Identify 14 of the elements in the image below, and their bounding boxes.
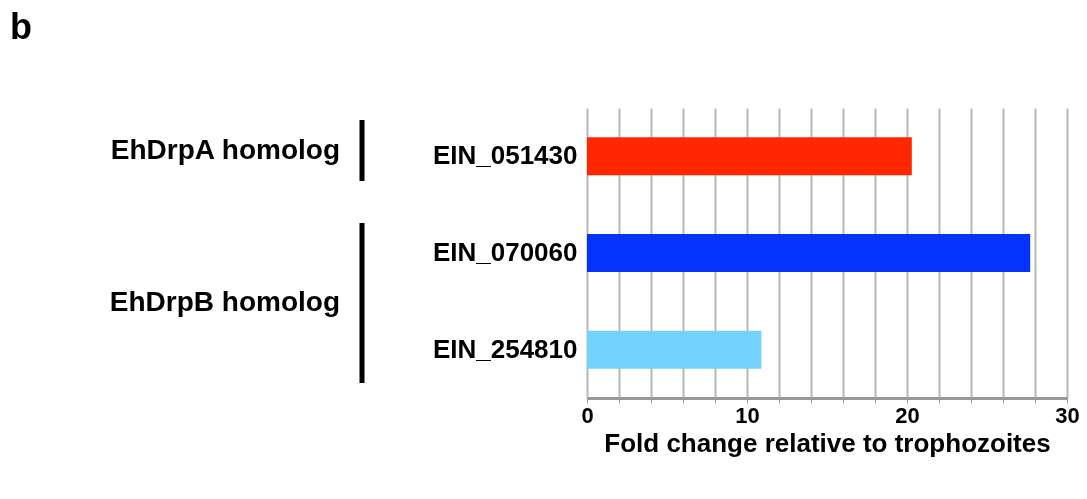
y-tick-label: EIN_254810 <box>432 333 578 364</box>
bar <box>587 330 762 369</box>
bar <box>587 137 912 176</box>
x-tick-label: 0 <box>581 402 594 428</box>
y-tick-label: EIN_070060 <box>432 237 578 267</box>
x-tick-label: 30 <box>1055 402 1080 428</box>
y-tick-label: EIN_051430 <box>432 140 578 171</box>
x-tick-label: 20 <box>895 402 920 428</box>
x-axis-title: Fold change relative to trophozoites <box>604 427 1051 458</box>
bar <box>587 234 1031 272</box>
x-tick-label: 10 <box>735 402 760 428</box>
text: b <box>10 6 32 47</box>
text: EhDrpA homolog <box>110 134 340 165</box>
text: EhDrpB homolog <box>109 286 340 317</box>
